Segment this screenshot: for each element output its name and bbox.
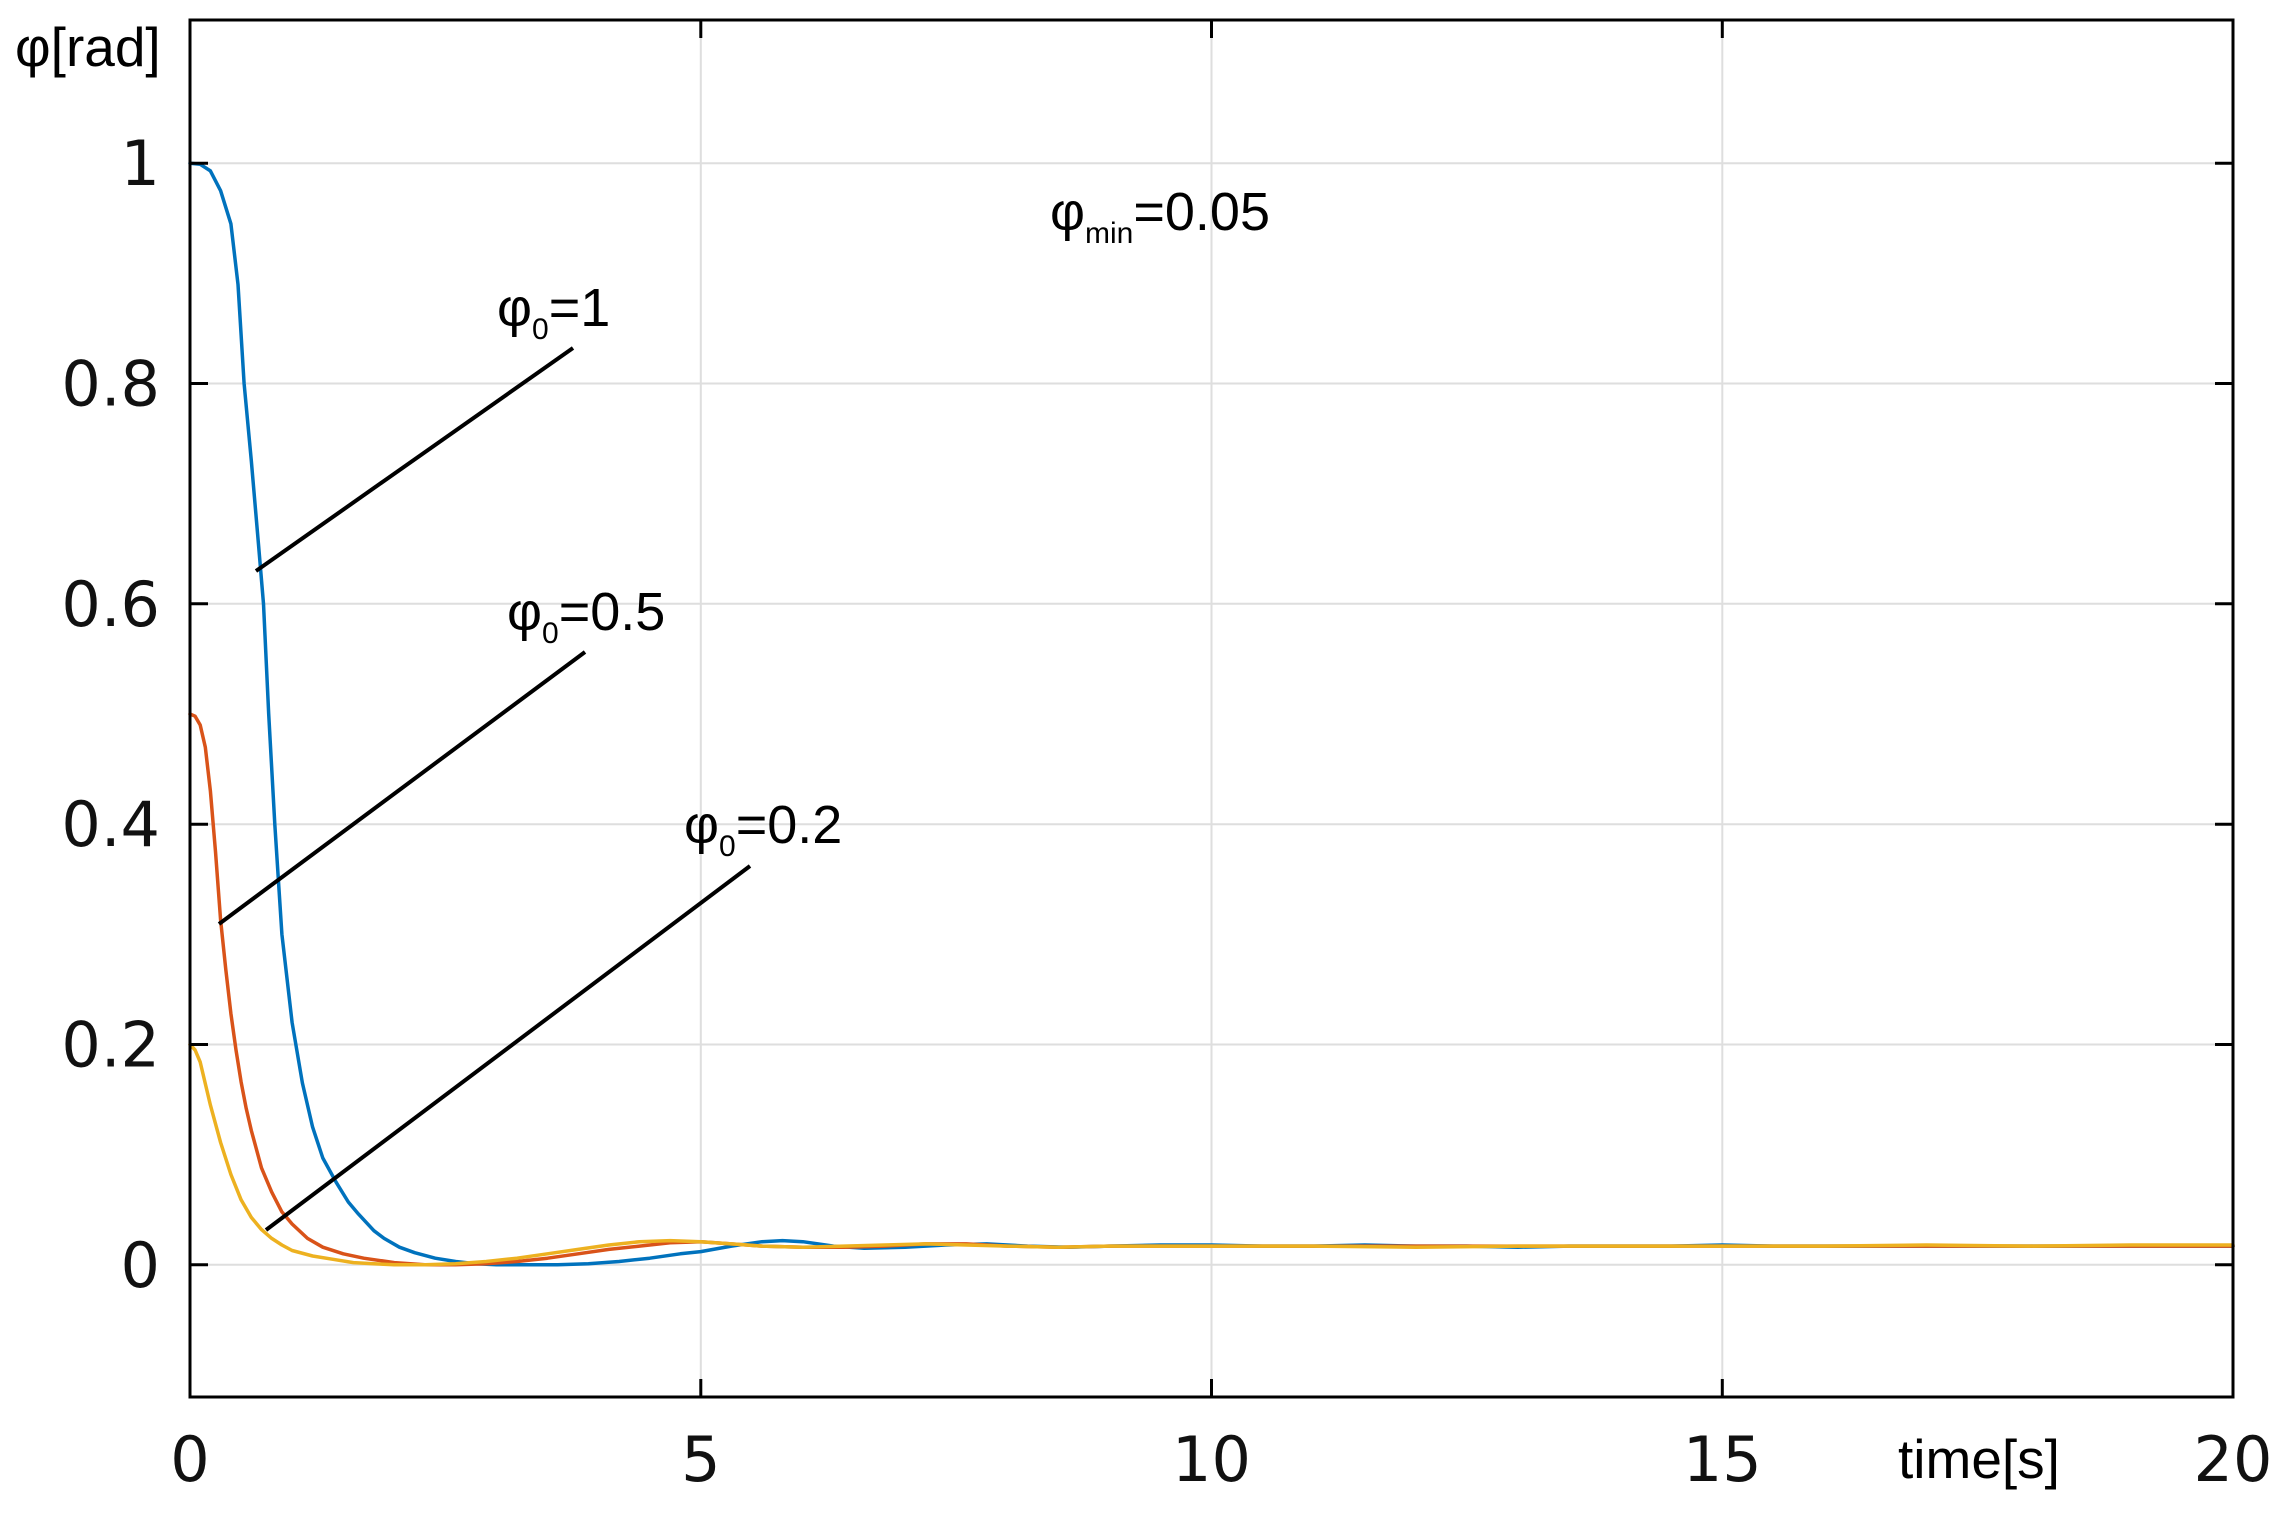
annotation-subscript: 0 (532, 313, 549, 346)
annotation-leader-line (217, 650, 587, 926)
y-tick-label: 0.8 (61, 348, 160, 421)
annotation-phi0-0-2: φ0=0.2 (684, 795, 842, 863)
annotation-value: =1 (549, 278, 611, 338)
annotation-phi0-1: φ0=1 (497, 278, 610, 346)
annotation-value: =0.5 (559, 582, 666, 642)
x-tick-label: 10 (1172, 1423, 1251, 1496)
series-group (188, 161, 2235, 1267)
tick-labels: 0 5 10 15 20 0 0.2 0.4 0.6 0.8 1 (61, 127, 2272, 1496)
y-tick-label: 0.2 (61, 1009, 160, 1082)
plot-area-frame (188, 18, 2235, 1399)
annotation-phi-min: φmin=0.05 (1050, 182, 1270, 250)
annotation-subscript: 0 (719, 830, 736, 863)
y-axis-label: φ[rad] (15, 16, 161, 78)
x-tick-label: 20 (2194, 1423, 2273, 1496)
y-tick-label: 0.6 (61, 568, 160, 641)
annotation-value: =0.05 (1133, 182, 1270, 242)
annotation-symbol: φ (684, 795, 719, 855)
annotation-subscript: 0 (542, 617, 559, 650)
annotation-symbol: φ (497, 278, 532, 338)
annotation-leader-line (254, 346, 575, 573)
x-tick-label: 0 (170, 1423, 209, 1496)
y-tick-label: 0.4 (61, 788, 160, 861)
annotation-symbol: φ (1050, 182, 1085, 242)
annotation-leader-line (264, 864, 752, 1232)
annotation-phi0-0-5: φ0=0.5 (507, 582, 665, 650)
series-3-line (188, 1042, 2235, 1267)
x-tick-label: 5 (681, 1423, 720, 1496)
x-tick-label: 15 (1683, 1423, 1762, 1496)
y-tick-label: 0 (121, 1229, 160, 1302)
y-tick-label: 1 (121, 127, 160, 200)
grid (189, 20, 2234, 1397)
annotation-subscript: min (1085, 217, 1133, 250)
annotation-value: =0.2 (736, 795, 843, 855)
annotation-symbol: φ (507, 582, 542, 642)
x-axis-label: time[s] (1898, 1428, 2060, 1490)
